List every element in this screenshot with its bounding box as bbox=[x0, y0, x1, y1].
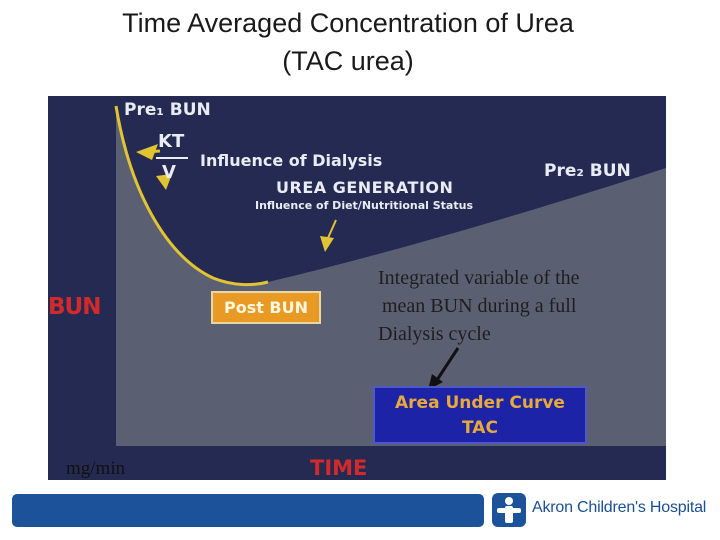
auc-line-1: Area Under Curve bbox=[395, 393, 565, 413]
hospital-logo-icon bbox=[492, 493, 526, 527]
title-line-2: (TAC urea) bbox=[282, 46, 414, 76]
bun-curve-line bbox=[114, 105, 269, 287]
hospital-logo-text: Akron Children's Hospital bbox=[532, 499, 707, 516]
pre1-bun-label: Pre₁ BUN bbox=[124, 100, 211, 120]
v-label: V bbox=[162, 162, 176, 183]
area-under-curve bbox=[116, 106, 666, 446]
person-icon bbox=[497, 497, 521, 523]
annotation-line-3: Dialysis cycle bbox=[378, 323, 491, 345]
auc-line-2: TAC bbox=[462, 418, 498, 438]
title-line-1: Time Averaged Concentration of Urea bbox=[122, 8, 574, 38]
influence-of-diet-label: Influence of Diet/Nutritional Status bbox=[255, 199, 473, 212]
generation-arrow-head bbox=[320, 236, 334, 252]
slide-title: Time Averaged Concentration of Urea (TAC… bbox=[0, 4, 696, 80]
bun-axis-label: BUN bbox=[48, 294, 101, 320]
post-bun-box: Post BUN bbox=[211, 291, 321, 324]
urea-generation-label: UREA GENERATION bbox=[276, 178, 454, 197]
footer-bar bbox=[12, 494, 484, 527]
generation-arrow-shaft bbox=[327, 219, 337, 239]
kt-label: KT bbox=[158, 131, 185, 152]
tac-diagram: Pre₁ BUN KT V Influence of Dialysis UREA… bbox=[48, 96, 666, 480]
area-under-curve-box: Area Under Curve TAC bbox=[373, 386, 587, 444]
pre2-bun-label: Pre₂ BUN bbox=[544, 161, 631, 181]
pointer-arrow-shaft bbox=[435, 347, 460, 381]
annotation-line-1: Integrated variable of the bbox=[378, 267, 580, 289]
v-arrow bbox=[156, 174, 172, 190]
influence-of-dialysis-label: Influence of Dialysis bbox=[200, 151, 383, 170]
unit-label: mg/min bbox=[66, 458, 126, 479]
time-axis-label: TIME bbox=[310, 456, 368, 480]
diagram-graphic bbox=[114, 105, 666, 446]
integrated-variable-annotation: Integrated variable of the mean BUN duri… bbox=[378, 264, 628, 348]
annotation-line-2: mean BUN during a full bbox=[382, 295, 577, 317]
